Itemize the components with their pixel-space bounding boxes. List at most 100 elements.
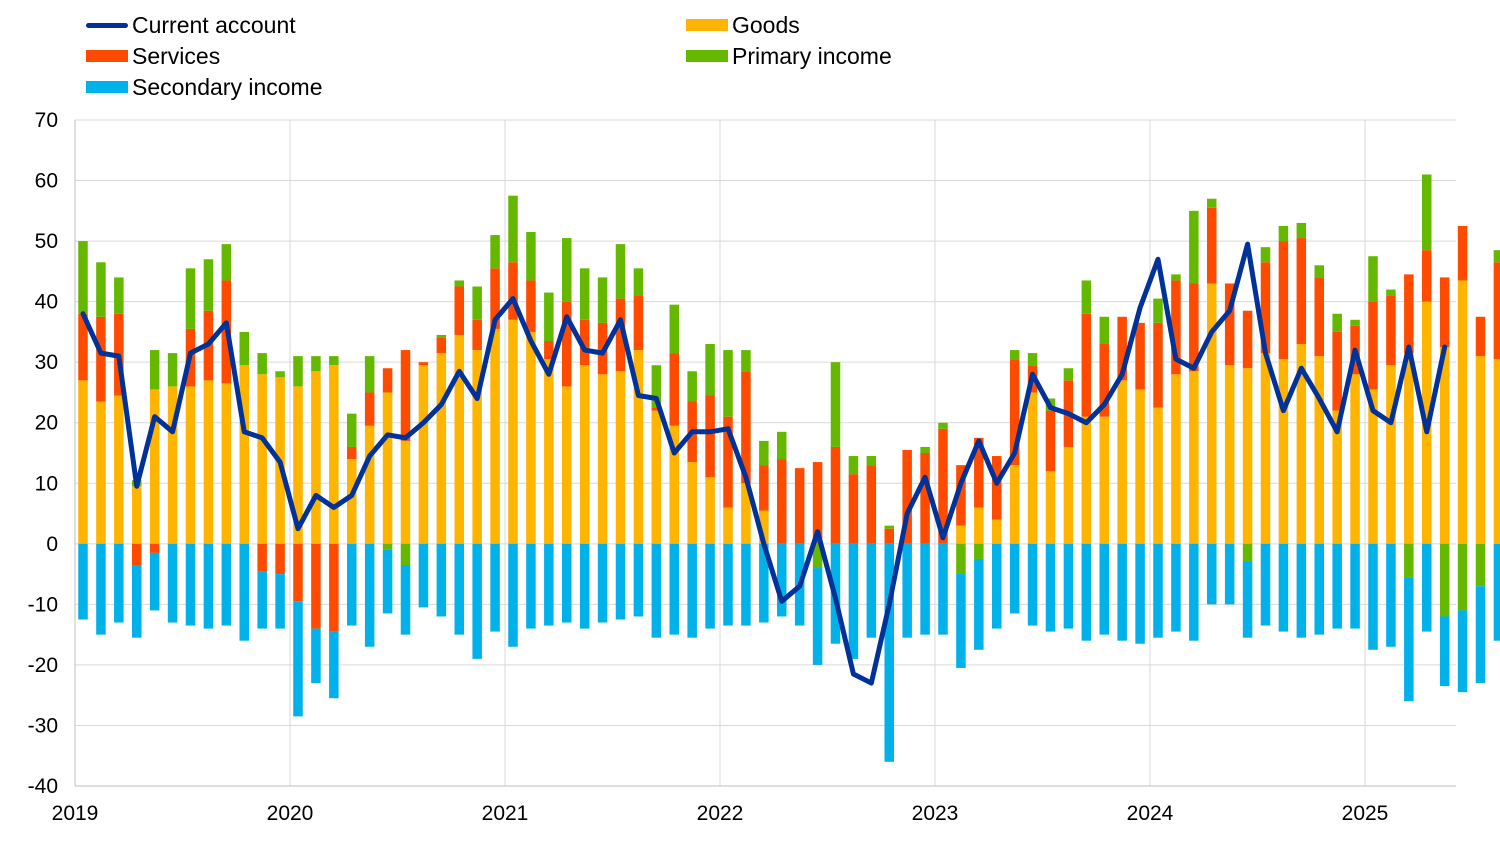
bar-primary-income bbox=[1386, 289, 1396, 296]
bar-goods bbox=[1135, 389, 1145, 544]
bar-services bbox=[1171, 280, 1181, 375]
bar-primary-income bbox=[436, 334, 447, 338]
bar-primary-income bbox=[1207, 198, 1217, 208]
bar-primary-income bbox=[920, 446, 930, 453]
bar-goods bbox=[1332, 410, 1342, 544]
bar-goods bbox=[364, 425, 375, 544]
bar-goods bbox=[382, 392, 393, 544]
bar-primary-income bbox=[1475, 543, 1486, 587]
bar-goods bbox=[741, 483, 751, 544]
bar-goods bbox=[1063, 446, 1074, 544]
bar-primary-income bbox=[1171, 274, 1181, 281]
x-tick-label: 2025 bbox=[1342, 802, 1389, 825]
bar-primary-income bbox=[221, 244, 232, 281]
bar-goods bbox=[114, 395, 124, 544]
bar-goods bbox=[1081, 416, 1092, 544]
bar-goods bbox=[257, 374, 267, 544]
bar-services bbox=[830, 446, 841, 544]
bar-goods bbox=[1224, 365, 1235, 544]
bar-goods bbox=[418, 365, 429, 544]
bar-primary-income bbox=[597, 277, 608, 323]
bar-secondary-income bbox=[651, 543, 662, 638]
bar-primary-income bbox=[382, 543, 393, 550]
bar-primary-income bbox=[705, 344, 715, 396]
bar-primary-income bbox=[777, 431, 787, 460]
bar-secondary-income bbox=[1493, 543, 1500, 641]
y-tick-label: -30 bbox=[28, 714, 58, 737]
bar-goods bbox=[508, 319, 518, 544]
bar-primary-income bbox=[615, 244, 626, 299]
bar-services bbox=[1493, 262, 1500, 360]
bar-secondary-income bbox=[1171, 543, 1181, 632]
bar-secondary-income bbox=[615, 543, 626, 620]
bar-services bbox=[777, 459, 787, 544]
bar-secondary-income bbox=[1242, 561, 1253, 638]
bar-goods bbox=[687, 462, 697, 544]
bar-primary-income bbox=[579, 268, 590, 320]
bar-services bbox=[884, 528, 894, 544]
bar-secondary-income bbox=[1045, 543, 1056, 632]
bar-secondary-income bbox=[705, 543, 715, 629]
bar-secondary-income bbox=[490, 543, 500, 632]
bar-goods bbox=[1153, 407, 1163, 544]
bar-secondary-income bbox=[1314, 543, 1324, 635]
bar-services bbox=[1153, 322, 1163, 408]
x-tick-label: 2023 bbox=[912, 802, 959, 825]
bar-secondary-income bbox=[1189, 543, 1199, 641]
bar-services bbox=[293, 543, 303, 602]
bar-services bbox=[1207, 207, 1217, 284]
bar-services bbox=[1260, 262, 1271, 354]
bar-goods bbox=[1171, 374, 1181, 544]
bar-primary-income bbox=[1153, 298, 1163, 323]
bar-primary-income bbox=[1009, 350, 1020, 360]
bar-goods bbox=[723, 507, 733, 544]
primary-income-swatch bbox=[686, 50, 728, 62]
bar-goods bbox=[454, 334, 464, 544]
bar-services bbox=[956, 465, 966, 526]
x-tick-label: 2021 bbox=[482, 802, 529, 825]
legend-label-services: Services bbox=[132, 42, 221, 69]
bar-services bbox=[723, 416, 733, 508]
bar-primary-income bbox=[669, 304, 679, 354]
y-tick-label: 0 bbox=[46, 533, 58, 556]
bar-services bbox=[1189, 283, 1199, 372]
bar-secondary-income bbox=[1063, 543, 1074, 629]
bar-primary-income bbox=[329, 356, 339, 366]
bar-secondary-income bbox=[221, 543, 232, 626]
bar-primary-income bbox=[257, 353, 267, 375]
bar-secondary-income bbox=[1224, 543, 1235, 605]
bar-goods bbox=[1278, 359, 1289, 544]
bar-services bbox=[329, 543, 339, 632]
bar-primary-income bbox=[1063, 368, 1074, 381]
bar-services bbox=[759, 465, 769, 511]
legend-item-goods: Goods bbox=[686, 11, 800, 39]
bar-secondary-income bbox=[597, 543, 608, 623]
bar-primary-income bbox=[275, 371, 285, 378]
bar-primary-income bbox=[149, 350, 160, 390]
bar-secondary-income bbox=[132, 565, 142, 638]
bar-secondary-income bbox=[777, 543, 787, 617]
bar-primary-income bbox=[830, 362, 841, 447]
bar-services bbox=[902, 449, 912, 544]
bar-goods bbox=[992, 519, 1002, 544]
legend-label-goods: Goods bbox=[732, 11, 800, 38]
bar-goods bbox=[149, 389, 160, 544]
bar-primary-income bbox=[364, 356, 375, 393]
bar-primary-income bbox=[400, 543, 411, 566]
legend-label-primary-income: Primary income bbox=[732, 42, 892, 69]
legend-item-current-account: Current account bbox=[86, 11, 296, 39]
bar-secondary-income bbox=[1278, 543, 1289, 632]
bar-goods bbox=[562, 386, 572, 544]
bar-services bbox=[400, 350, 411, 441]
bar-secondary-income bbox=[884, 543, 894, 762]
bar-goods bbox=[1117, 380, 1127, 544]
bar-goods bbox=[1368, 389, 1378, 544]
bar-secondary-income bbox=[275, 574, 285, 629]
bar-primary-income bbox=[1260, 247, 1271, 263]
bar-secondary-income bbox=[436, 543, 447, 617]
bar-secondary-income bbox=[1386, 543, 1396, 647]
bar-primary-income bbox=[167, 353, 178, 387]
legend-item-services: Services bbox=[86, 42, 220, 70]
bar-goods bbox=[221, 383, 232, 544]
